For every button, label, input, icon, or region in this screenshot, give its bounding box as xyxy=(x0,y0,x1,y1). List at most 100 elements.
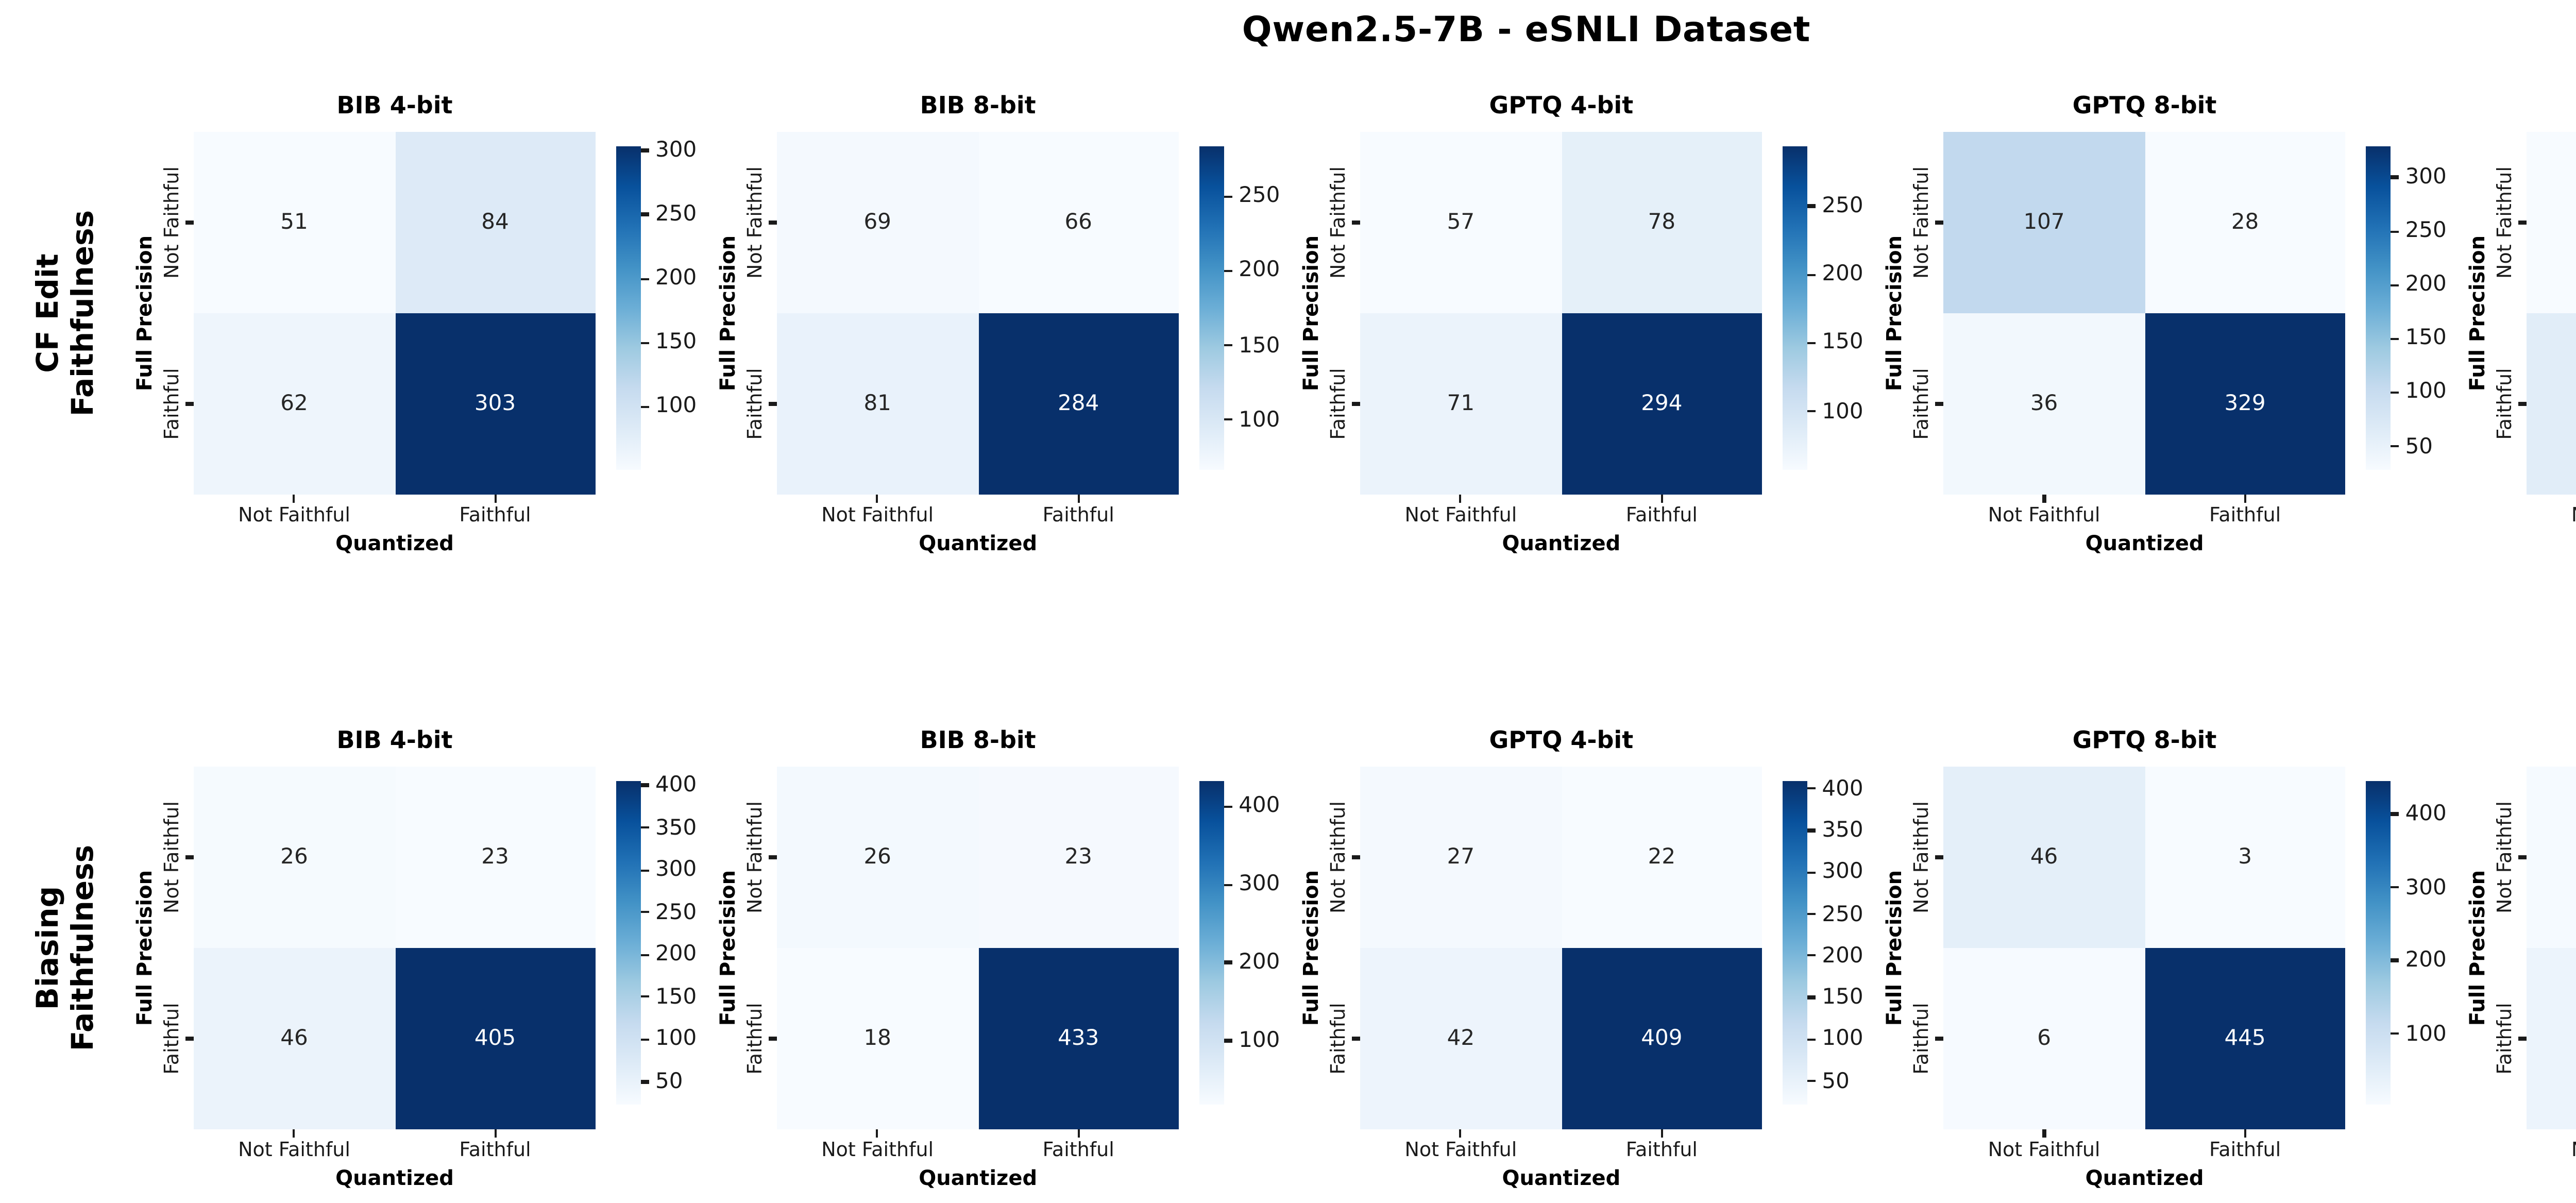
colorbar-tick-mark xyxy=(2391,959,2399,962)
x-tick-label: Faithful xyxy=(459,505,531,528)
y-tick-mark xyxy=(769,402,777,405)
colorbar-tick-mark xyxy=(641,277,649,280)
colorbar-tick-label: 300 xyxy=(2405,875,2447,900)
colorbar-tick-mark xyxy=(641,995,649,998)
y-tick-label: Not Faithful xyxy=(2495,801,2518,913)
x-tick-label: Not Faithful xyxy=(238,1140,350,1162)
y-tick-mark xyxy=(769,221,777,224)
x-axis-label: Quantized xyxy=(2527,1168,2576,1191)
row-label-text: Biasing Faithfulness xyxy=(33,845,103,1051)
x-axis-label: Quantized xyxy=(2085,534,2204,556)
y-tick-label: Not Faithful xyxy=(162,166,184,279)
cell-value: 42 xyxy=(1447,1026,1475,1051)
colorbar-tick-mark xyxy=(1224,344,1233,347)
x-tick-label: Faithful xyxy=(2209,1140,2281,1162)
cell-value: 66 xyxy=(1064,210,1092,235)
x-axis-label: Quantized xyxy=(2085,1168,2204,1191)
heatmap: 262344407 xyxy=(2527,767,2576,1129)
colorbar xyxy=(1199,146,1225,470)
colorbar-tick-label: 300 xyxy=(1239,872,1280,897)
colorbar-tick-mark xyxy=(1807,954,1816,957)
y-tick-label: Faithful xyxy=(1328,368,1351,440)
colorbar-tick-mark xyxy=(1224,1039,1233,1042)
subplot-1-0: BIB 4-bit Full Precision Not Faithful Faith… xyxy=(132,721,715,1203)
heatmap: 26 23 46 405 xyxy=(194,767,596,1129)
y-tick-mark xyxy=(1935,1037,1944,1040)
heatmap: 51 84 62 303 xyxy=(194,132,596,495)
heatmap-cell: 303 xyxy=(395,313,596,495)
subplot-title: GPTQ 8-bit xyxy=(2072,725,2217,754)
colorbar-tick-mark xyxy=(2391,445,2399,448)
colorbar xyxy=(616,781,641,1105)
y-tick-mark xyxy=(185,221,194,224)
x-tick-label: Not Faithful xyxy=(1404,1140,1517,1162)
colorbar-tick-label: 300 xyxy=(2405,165,2447,190)
cell-value: 22 xyxy=(1648,845,1676,870)
cell-value: 84 xyxy=(481,210,509,235)
colorbar-tick-label: 100 xyxy=(1822,399,1863,423)
x-tick-label: Not Faithful xyxy=(821,1140,934,1162)
y-tick-label: Faithful xyxy=(1911,1003,1935,1075)
colorbar-tick-label: 100 xyxy=(655,394,697,419)
y-tick-label: Faithful xyxy=(745,368,768,440)
x-tick-mark xyxy=(1660,1129,1663,1138)
y-axis-label-wrap: Full Precision xyxy=(717,132,742,495)
heatmap-cell: 107 xyxy=(1943,132,2145,313)
colorbar-tick-mark xyxy=(1807,341,1816,345)
colorbar-tick-label: 100 xyxy=(1239,407,1280,432)
y-axis-label: Full Precision xyxy=(718,870,741,1026)
x-tick-mark xyxy=(1077,1129,1080,1138)
colorbar-tick-mark xyxy=(1807,996,1816,999)
colorbar-tick-label: 250 xyxy=(1239,184,1280,209)
colorbar-tick-label: 200 xyxy=(2405,948,2447,973)
x-axis-label: Quantized xyxy=(2527,534,2576,556)
colorbar-tick-mark xyxy=(641,784,649,787)
colorbar-tick-mark xyxy=(641,826,649,829)
subplot-title: BIB 4-bit xyxy=(336,725,453,754)
heatmap-cell: 77 xyxy=(2527,313,2576,495)
colorbar-tick-mark xyxy=(1807,1079,1816,1083)
colorbar xyxy=(1783,781,1808,1105)
heatmap: 518477288 xyxy=(2527,132,2576,495)
heatmap-cell: 405 xyxy=(395,948,596,1129)
subplot-title: GPTQ 4-bit xyxy=(1489,725,1634,754)
y-axis-label: Full Precision xyxy=(1301,235,1325,392)
x-tick-label: Not Faithful xyxy=(2527,1140,2576,1162)
colorbar-tick-mark xyxy=(2391,176,2399,179)
cell-value: 46 xyxy=(280,1026,308,1051)
colorbar-tick-label: 200 xyxy=(1239,950,1280,975)
colorbar-tick-mark xyxy=(2391,1032,2399,1035)
heatmap: 57 78 71 294 xyxy=(1360,132,1762,495)
colorbar-tick-label: 200 xyxy=(1822,943,1863,969)
subplot-title: BIB 4-bit xyxy=(336,91,453,120)
y-tick-labels: Not Faithful Faithful xyxy=(161,132,185,495)
colorbar-tick-label: 300 xyxy=(655,857,697,883)
row-label-line: Biasing xyxy=(33,886,66,1010)
x-tick-mark xyxy=(494,495,497,503)
colorbar-tick-mark xyxy=(641,1080,649,1083)
heatmap: 46 3 6 445 xyxy=(1943,767,2346,1129)
cell-value: 62 xyxy=(280,392,308,416)
y-axis-label-wrap: Full Precision xyxy=(134,132,159,495)
colorbar-tick-mark xyxy=(1807,410,1816,413)
y-tick-mark xyxy=(2518,221,2527,224)
colorbar-tick-mark xyxy=(2391,391,2399,394)
y-tick-labels: Not Faithful Faithful xyxy=(1327,132,1352,495)
y-tick-mark xyxy=(185,856,194,859)
heatmap-cell: 294 xyxy=(1561,313,1762,495)
colorbar-tick-label: 200 xyxy=(1239,258,1280,283)
x-tick-label: Faithful xyxy=(1042,505,1114,528)
x-tick-mark xyxy=(1660,495,1663,503)
y-tick-labels: Not Faithful Faithful xyxy=(2494,132,2519,495)
y-tick-label: Not Faithful xyxy=(745,801,768,913)
subplot-0-3: GPTQ 8-bit Full Precision Not Faithful Fait… xyxy=(1882,87,2465,573)
colorbar-tick-mark xyxy=(641,953,649,956)
colorbar-tick-mark xyxy=(1224,269,1233,273)
y-tick-label: Not Faithful xyxy=(1911,166,1935,279)
